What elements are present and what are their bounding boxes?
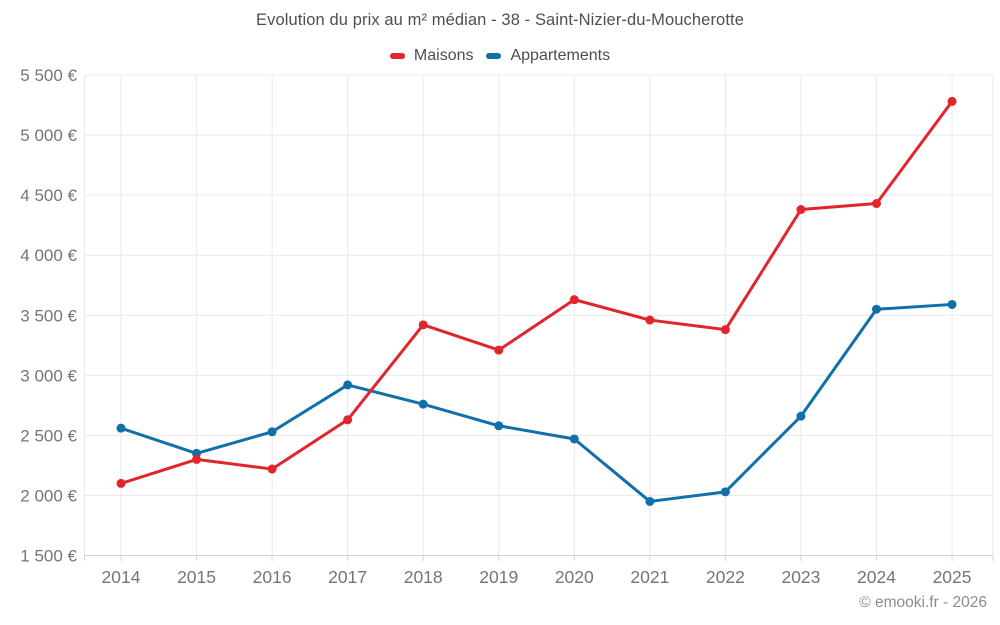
y-axis-tick-label: 2 500 € [20, 426, 77, 445]
y-axis-tick-label: 1 500 € [20, 547, 77, 566]
data-point-maisons-2016[interactable] [267, 464, 277, 474]
y-axis-tick-label: 5 000 € [20, 126, 77, 145]
data-point-appartements-2017[interactable] [343, 380, 353, 390]
data-point-maisons-2017[interactable] [343, 415, 353, 425]
data-point-appartements-2022[interactable] [720, 487, 730, 497]
data-point-appartements-2024[interactable] [872, 304, 881, 314]
x-axis-tick-label: 2025 [933, 567, 972, 587]
data-point-maisons-2023[interactable] [796, 205, 806, 215]
x-axis-tick-label: 2024 [857, 567, 896, 587]
legend: Maisons Appartements [0, 45, 1000, 67]
watermark: © emooki.fr - 2026 [859, 594, 987, 611]
x-axis-tick-label: 2019 [479, 567, 518, 587]
x-axis-tick-label: 2017 [328, 567, 367, 587]
x-axis-tick-label: 2015 [177, 567, 216, 587]
data-point-maisons-2015[interactable] [192, 454, 202, 464]
data-point-maisons-2018[interactable] [418, 320, 428, 330]
x-axis-tick-label: 2021 [630, 567, 669, 587]
x-axis-tick-label: 2014 [102, 567, 141, 587]
data-point-maisons-2024[interactable] [872, 199, 881, 209]
legend-item-maisons[interactable]: Maisons [389, 47, 474, 65]
y-axis-tick-label: 2 000 € [20, 486, 77, 505]
data-point-appartements-2023[interactable] [796, 411, 806, 421]
data-point-maisons-2022[interactable] [720, 325, 730, 335]
data-point-maisons-2021[interactable] [645, 315, 655, 325]
series-line-maisons [119, 99, 954, 485]
data-point-appartements-2018[interactable] [418, 399, 428, 409]
x-axis-tick-label: 2018 [404, 567, 443, 587]
y-axis-tick-label: 4 500 € [20, 186, 77, 205]
legend-item-appartements[interactable]: Appartements [486, 47, 610, 65]
data-point-appartements-2014[interactable] [116, 423, 126, 433]
y-axis-tick-label: 5 500 € [20, 66, 77, 85]
data-point-appartements-2019[interactable] [494, 421, 504, 431]
maisons-series-swatch-icon [389, 53, 405, 59]
data-point-maisons-2020[interactable] [569, 295, 579, 305]
data-point-maisons-2025[interactable] [947, 96, 957, 106]
x-axis-tick-label: 2016 [253, 567, 292, 587]
appartements-series-swatch-icon [486, 53, 502, 59]
data-point-appartements-2021[interactable] [645, 496, 655, 506]
series-line-appartements [119, 302, 954, 503]
y-axis-tick-label: 3 500 € [20, 306, 77, 325]
data-point-appartements-2016[interactable] [267, 427, 277, 437]
x-axis-tick-label: 2022 [706, 567, 745, 587]
data-point-appartements-2020[interactable] [569, 434, 579, 444]
x-axis-tick-label: 2020 [555, 567, 594, 587]
x-axis-tick-label: 2023 [781, 567, 820, 587]
y-axis-tick-label: 4 000 € [20, 246, 77, 265]
data-point-maisons-2014[interactable] [116, 478, 126, 488]
data-point-appartements-2025[interactable] [947, 299, 957, 309]
chart-title: Evolution du prix au m² médian - 38 - Sa… [256, 11, 744, 29]
data-point-maisons-2019[interactable] [494, 345, 504, 355]
legend-label-appartements: Appartements [510, 47, 611, 64]
y-axis-tick-label: 3 000 € [20, 366, 77, 385]
legend-label-maisons: Maisons [413, 47, 474, 64]
